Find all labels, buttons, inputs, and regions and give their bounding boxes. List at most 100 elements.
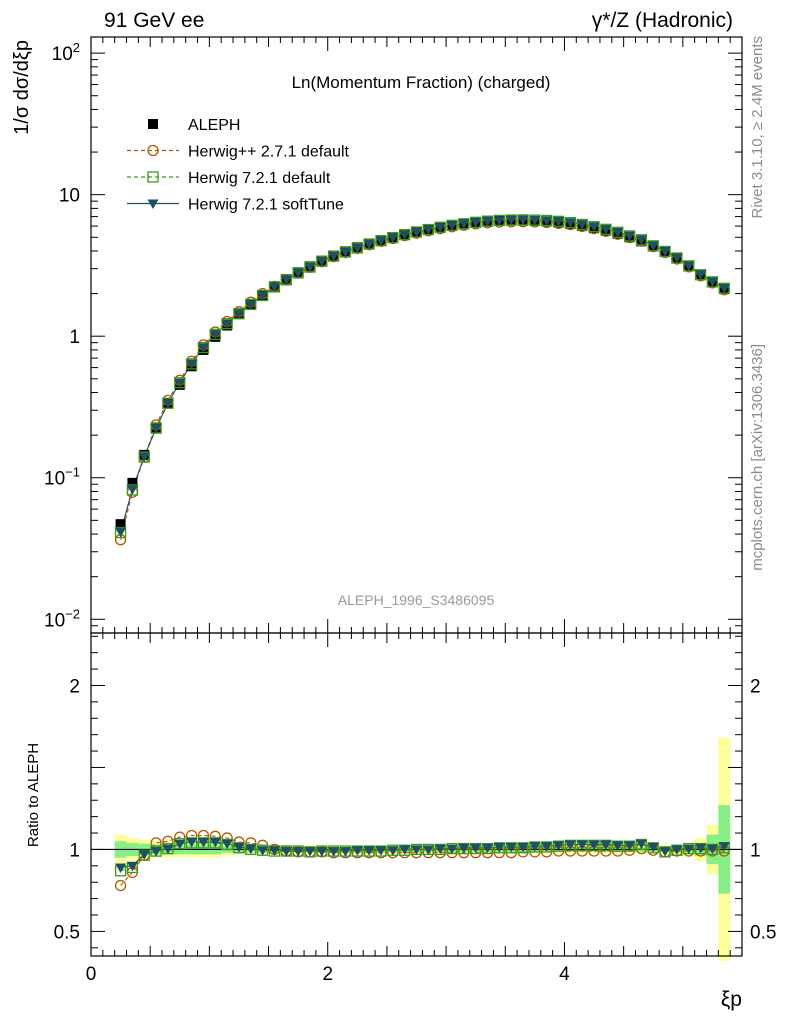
ratio-point [328,847,340,857]
main-point [458,219,470,230]
main-point [647,241,659,252]
main-series-line [120,221,725,540]
main-y-tick-label: 10−2 [44,606,80,631]
ratio-point [221,838,233,851]
ratio-point [268,846,280,856]
main-point [493,216,505,226]
ratio-point [517,842,529,853]
ratio-point [624,841,636,851]
ratio-point [470,843,482,854]
main-point [150,424,162,434]
ratio-point [600,840,612,851]
ratio-point [268,845,281,857]
main-point [411,227,422,238]
main-point [126,484,139,496]
ratio-point [162,844,174,855]
ratio-point [351,846,363,856]
main-point [470,218,482,228]
main-point [339,247,351,258]
main-point [683,261,695,272]
main-point [186,359,198,370]
ratio-point [659,847,671,857]
main-point [695,270,707,280]
ratio-point [186,838,198,848]
ratio-y-tick-label-right: 1 [750,840,761,861]
ratio-point [375,846,387,856]
ratio-point [185,837,198,849]
ratio-point [552,840,565,852]
ratio-point [623,840,636,852]
header-right: γ*/Z (Hadronic) [592,9,733,32]
ratio-point [541,842,553,852]
ratio-point [694,842,707,855]
main-y-tick-label: 1 [69,327,80,348]
main-series-markers [115,215,730,538]
main-point [659,247,671,257]
ratio-point [470,842,482,855]
main-point [221,319,233,329]
main-point [706,277,718,288]
ratio-series-line [120,834,725,886]
main-panel: 10−2 10−1 1 10 102 [44,36,743,634]
ratio-point [706,843,719,856]
ratio-point [375,845,387,857]
main-point [529,215,541,226]
ratio-point [588,840,600,851]
ratio-point [233,842,245,854]
ratio-point [115,863,127,873]
ratio-point [553,841,565,851]
main-point [482,216,494,227]
ratio-point [482,843,494,854]
analysis-watermark: ALEPH_1996_S3486095 [338,592,495,608]
ratio-point [233,842,245,853]
ratio-point [541,841,553,853]
ratio-axes: 0.5 0.5 1 1 2 2 0 2 4 [54,633,776,985]
ratio-point [411,845,422,855]
ratio-point [671,845,683,855]
main-point [600,225,612,235]
ratio-series-line [120,841,725,869]
ratio-y-tick-label: 1 [69,840,80,861]
ratio-point [363,846,375,856]
main-point [434,223,446,233]
main-point [375,236,387,247]
ratio-point [493,842,505,853]
ratio-point [635,839,647,850]
ratio-y-tick-label: 2 [69,676,80,697]
ratio-point [257,846,269,856]
ratio-point [695,843,707,854]
ratio-point [635,838,648,851]
ratio-plot-area [91,737,742,961]
main-series-markers [114,216,730,546]
x-tick-label: 2 [322,964,333,985]
legend-marker [147,199,159,209]
main-point [387,233,399,244]
ratio-point [316,847,328,857]
main-series-markers [115,215,730,530]
ratio-point [245,843,257,856]
ratio-panel: 0.5 0.5 1 1 2 2 0 2 4 [54,632,776,985]
ratio-point [339,847,351,857]
ratio-point [434,844,446,855]
main-point [564,218,576,228]
ratio-point [197,838,209,848]
ratio-point [138,849,150,861]
ratio-point [197,837,210,849]
ratio-point [209,838,221,848]
ratio-point [517,842,529,854]
ratio-series-markers [115,838,730,873]
main-series-line [120,219,725,533]
main-point [292,268,304,279]
ratio-point [576,840,588,851]
legend: ALEPH Herwig++ 2.7.1 default Herwig 7.2.1 … [127,117,350,214]
main-y-tick-label: 10 [59,186,80,207]
ratio-y-tick-label-right: 0.5 [750,922,776,943]
main-axes: 10−2 10−1 1 10 102 [44,37,743,634]
ratio-point [647,842,659,854]
main-point [328,251,340,262]
legend-marker [147,144,159,157]
ratio-point [209,837,221,849]
ratio-point [138,850,150,860]
ratio-point [588,839,600,851]
